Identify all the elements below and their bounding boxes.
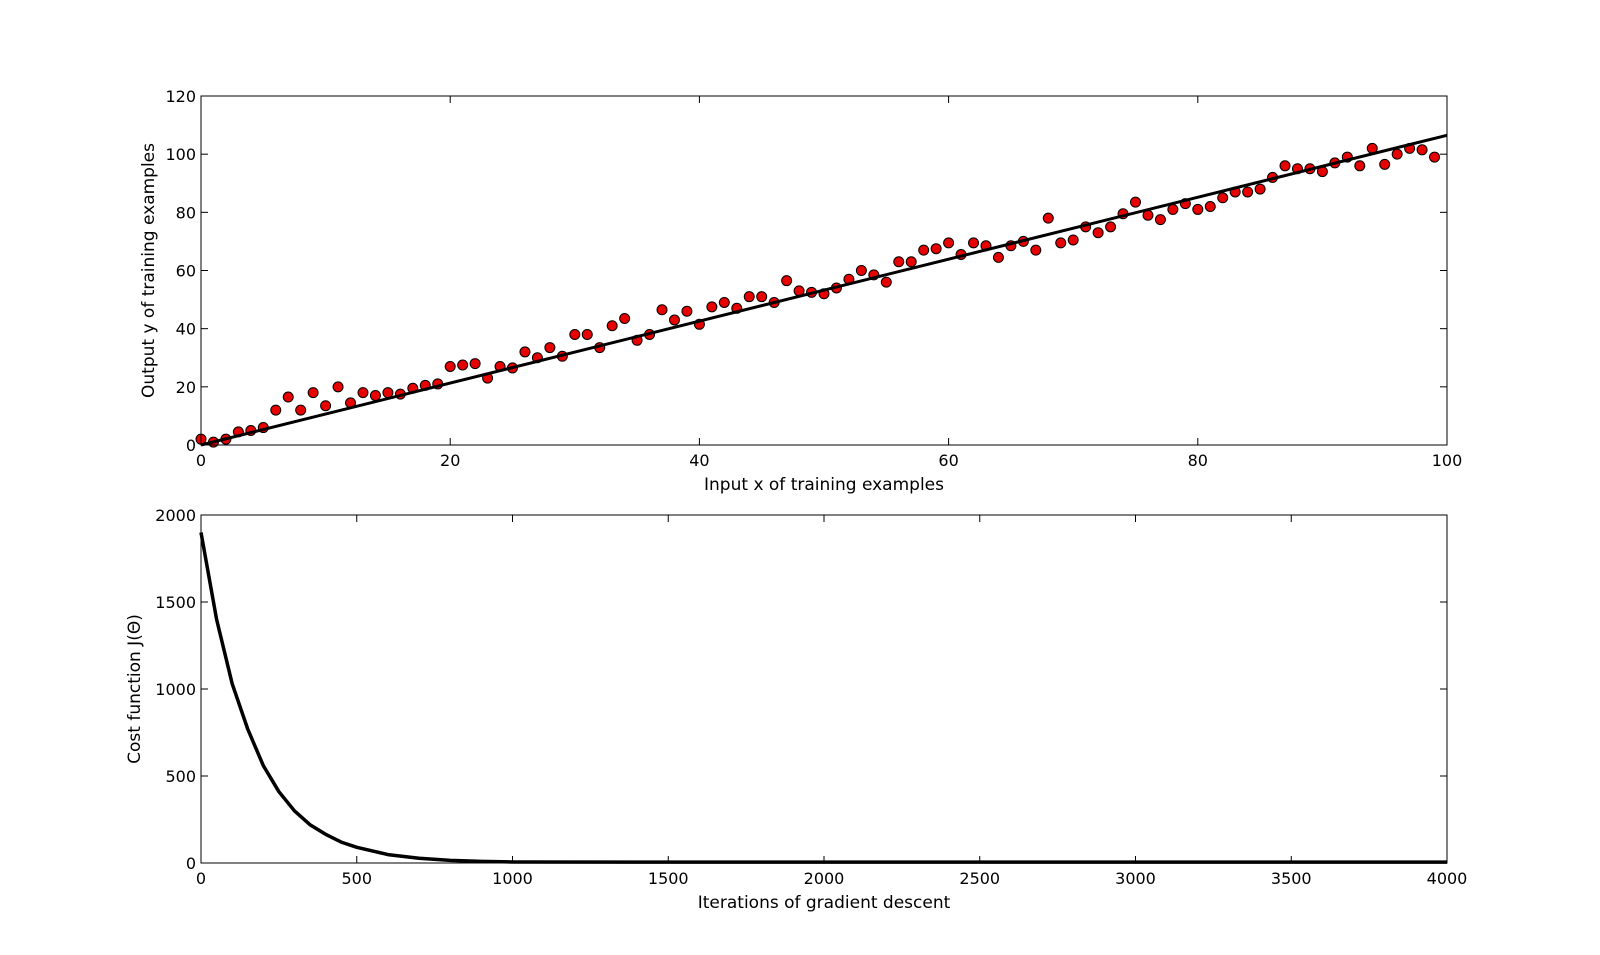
fit-line bbox=[200, 133, 1448, 447]
data-point bbox=[756, 291, 768, 303]
data-point bbox=[1254, 183, 1266, 195]
y-tick-label: 40 bbox=[176, 320, 196, 339]
data-point bbox=[880, 276, 892, 288]
data-point bbox=[905, 256, 917, 268]
y-tick-label: 20 bbox=[176, 378, 196, 397]
y-tick-label: 100 bbox=[165, 145, 196, 164]
data-point bbox=[968, 237, 980, 249]
data-point bbox=[1030, 244, 1042, 256]
x-tick-label: 1000 bbox=[492, 869, 533, 888]
x-tick-label: 40 bbox=[689, 451, 709, 470]
data-point bbox=[1204, 201, 1216, 213]
scatter-plot-marks bbox=[195, 133, 1448, 448]
data-point bbox=[893, 256, 905, 268]
y-tick-label: 80 bbox=[176, 203, 196, 222]
y-tick-label: 2000 bbox=[155, 506, 196, 525]
x-tick-label: 4000 bbox=[1427, 869, 1468, 888]
data-point bbox=[1092, 227, 1104, 239]
x-tick-label: 2500 bbox=[959, 869, 1000, 888]
cost-curve bbox=[199, 532, 1447, 864]
data-point bbox=[943, 237, 955, 249]
data-point bbox=[457, 359, 469, 371]
scatter-plot-y-axis-label: Output y of training examples bbox=[139, 143, 159, 398]
x-tick-label: 0 bbox=[196, 451, 206, 470]
cost-plot-frame bbox=[200, 514, 1448, 864]
data-point bbox=[992, 251, 1004, 263]
data-point bbox=[581, 328, 593, 340]
data-point bbox=[569, 328, 581, 340]
data-point bbox=[1067, 234, 1079, 246]
x-tick-label: 1500 bbox=[648, 869, 689, 888]
data-point bbox=[1217, 192, 1229, 204]
data-point bbox=[606, 320, 618, 332]
cost-plot-y-axis-label: Cost function J(Θ) bbox=[125, 614, 145, 764]
data-point bbox=[718, 296, 730, 308]
data-point bbox=[332, 381, 344, 393]
data-point bbox=[1130, 196, 1141, 208]
data-point bbox=[469, 358, 481, 370]
data-point bbox=[1154, 214, 1166, 226]
x-tick-label: 2000 bbox=[804, 869, 845, 888]
data-point bbox=[270, 404, 282, 416]
y-tick-label: 120 bbox=[165, 87, 196, 106]
data-point bbox=[307, 387, 319, 399]
x-tick-label: 100 bbox=[1432, 451, 1463, 470]
data-point bbox=[1105, 221, 1117, 233]
y-tick-label: 0 bbox=[186, 436, 196, 455]
x-tick-label: 3000 bbox=[1115, 869, 1156, 888]
data-point bbox=[295, 404, 307, 416]
y-tick-label: 0 bbox=[186, 854, 196, 873]
data-point bbox=[918, 244, 930, 256]
data-point bbox=[1242, 186, 1254, 198]
x-tick-label: 500 bbox=[341, 869, 372, 888]
data-point bbox=[855, 265, 867, 276]
data-point bbox=[743, 291, 755, 303]
data-point bbox=[519, 346, 531, 358]
y-tick-label: 1500 bbox=[155, 593, 196, 612]
data-point bbox=[1391, 148, 1403, 160]
data-point bbox=[1055, 237, 1067, 249]
cost-plot-marks bbox=[199, 532, 1447, 864]
data-point bbox=[681, 305, 693, 317]
x-tick-label: 80 bbox=[1188, 451, 1208, 470]
data-point bbox=[544, 342, 556, 354]
cost-plot-x-axis-label: Iterations of gradient descent bbox=[698, 893, 951, 913]
x-tick-label: 60 bbox=[938, 451, 958, 470]
data-point bbox=[1192, 203, 1204, 215]
data-point bbox=[357, 387, 369, 399]
y-tick-label: 500 bbox=[165, 767, 196, 786]
data-point bbox=[1379, 158, 1391, 170]
data-point bbox=[1279, 160, 1291, 172]
data-point bbox=[656, 304, 668, 316]
x-tick-label: 0 bbox=[196, 869, 206, 888]
data-point bbox=[619, 312, 631, 324]
y-tick-label: 60 bbox=[176, 262, 196, 281]
data-point bbox=[1354, 160, 1366, 172]
cost-plot-ticks: 0 500 1000 1500 2000 2500 3000 3500 4000 0 500 1000… bbox=[155, 506, 1467, 888]
x-tick-label: 20 bbox=[440, 451, 460, 470]
data-point bbox=[1416, 144, 1428, 156]
y-tick-label: 1000 bbox=[155, 680, 196, 699]
scatter-plot-panel: 0 20 40 60 80 100 0 20 40 60 80 100 120 Input x of t… bbox=[139, 87, 1462, 495]
data-point bbox=[369, 390, 381, 402]
cost-plot-panel: 0 500 1000 1500 2000 2500 3000 3500 4000 0 500 1000… bbox=[125, 506, 1467, 913]
scatter-plot-ticks: 0 20 40 60 80 100 0 20 40 60 80 100 120 bbox=[165, 87, 1462, 470]
data-point bbox=[1429, 151, 1441, 163]
data-point bbox=[1167, 203, 1179, 215]
data-point bbox=[320, 400, 332, 412]
data-point bbox=[706, 301, 718, 313]
data-point bbox=[930, 243, 942, 255]
data-point bbox=[444, 360, 456, 372]
data-point bbox=[668, 314, 680, 326]
data-point bbox=[1042, 212, 1054, 224]
x-tick-label: 3500 bbox=[1271, 869, 1312, 888]
scatter-plot-x-axis-label: Input x of training examples bbox=[704, 475, 944, 495]
data-point bbox=[781, 275, 793, 287]
data-point bbox=[282, 391, 294, 403]
